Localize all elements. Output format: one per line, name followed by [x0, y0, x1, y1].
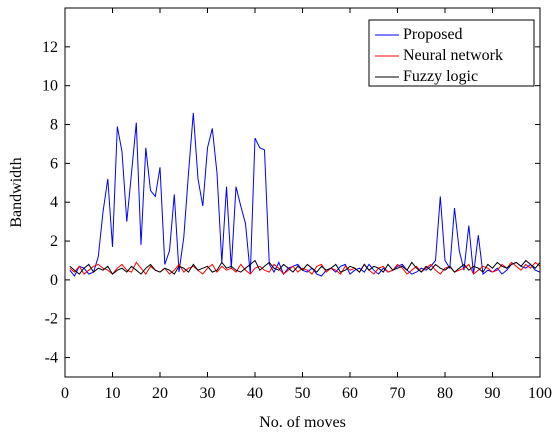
x-tick-label: 0: [61, 385, 69, 402]
chart-legend: Proposed Neural network Fuzzy logic: [368, 19, 535, 87]
series-line-fuzzy-logic: [69, 259, 541, 275]
tick-labels-group: 0 10 20 30 40 50 60 70 80 90 100 -4 -2 0 2 4 6 8 10 12: [42, 39, 552, 402]
y-tick-label: 8: [50, 117, 58, 134]
x-tick-label: 50: [295, 385, 311, 402]
x-tick-label: 80: [437, 385, 453, 402]
x-tick-label: 100: [528, 385, 552, 402]
y-tick-label: -4: [45, 350, 58, 367]
y-tick-label: 0: [50, 272, 58, 289]
x-tick-label: 40: [247, 385, 263, 402]
series-line-neural-network: [69, 261, 541, 275]
y-tick-label: 12: [42, 39, 58, 56]
x-axis-title: No. of moves: [259, 414, 346, 431]
y-axis-title: Bandwidth: [8, 157, 25, 227]
axis-ticks-group: [64, 8, 541, 377]
y-tick-label: 4: [50, 194, 58, 211]
legend-label: Neural network: [403, 47, 503, 64]
y-tick-label: -2: [45, 311, 58, 328]
plot-series-group: [69, 112, 541, 277]
x-tick-label: 30: [200, 385, 216, 402]
x-tick-label: 10: [105, 385, 121, 402]
x-tick-label: 90: [485, 385, 501, 402]
y-tick-label: 6: [50, 155, 58, 172]
x-tick-label: 60: [342, 385, 358, 402]
x-tick-label: 70: [390, 385, 406, 402]
y-tick-label: 2: [50, 233, 58, 250]
x-tick-label: 20: [152, 385, 168, 402]
series-line-proposed: [69, 112, 541, 277]
legend-box: [368, 19, 535, 87]
legend-label: Proposed: [403, 26, 463, 43]
y-tick-label: 10: [42, 78, 58, 95]
legend-label: Fuzzy logic: [403, 68, 478, 85]
